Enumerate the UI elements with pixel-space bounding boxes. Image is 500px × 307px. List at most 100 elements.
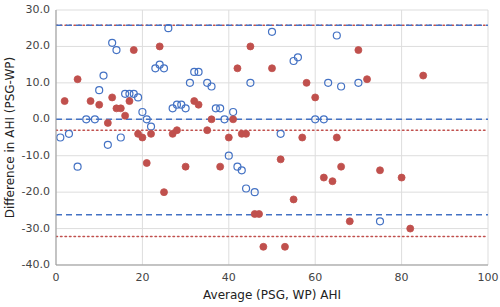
point xyxy=(74,76,81,83)
grid-line-y xyxy=(56,228,488,229)
point xyxy=(247,79,254,86)
point xyxy=(312,116,319,123)
plot-area xyxy=(56,25,488,251)
point xyxy=(230,116,237,123)
series xyxy=(57,25,384,225)
point xyxy=(173,127,180,134)
point xyxy=(333,134,340,141)
point xyxy=(260,243,267,250)
point xyxy=(143,160,150,167)
point xyxy=(161,65,168,72)
point xyxy=(355,47,362,54)
point xyxy=(312,94,319,101)
point xyxy=(182,163,189,170)
y-tick-label: -10.0 xyxy=(22,149,50,162)
reference-line xyxy=(56,25,488,27)
point xyxy=(148,130,155,137)
point xyxy=(195,101,202,108)
point xyxy=(143,116,150,123)
point xyxy=(221,116,228,123)
point xyxy=(135,94,142,101)
reference-line xyxy=(56,236,488,238)
point xyxy=(74,163,81,170)
grid-line-x xyxy=(401,10,402,265)
reference-line xyxy=(56,214,488,216)
y-axis-line xyxy=(56,10,57,265)
point xyxy=(407,225,414,232)
point xyxy=(377,167,384,174)
point xyxy=(225,134,232,141)
point xyxy=(230,109,237,116)
point xyxy=(87,98,94,105)
point xyxy=(165,25,172,32)
point xyxy=(208,83,215,90)
point xyxy=(269,65,276,72)
point xyxy=(156,43,163,50)
point xyxy=(398,174,405,181)
x-tick-label: 60 xyxy=(308,271,322,284)
point xyxy=(303,79,310,86)
y-tick-label: 20.0 xyxy=(26,39,51,52)
point xyxy=(320,116,327,123)
point xyxy=(243,130,250,137)
point xyxy=(117,105,124,112)
point xyxy=(333,32,340,39)
point xyxy=(329,178,336,185)
grid-line-x xyxy=(488,10,489,265)
point xyxy=(139,109,146,116)
point xyxy=(57,134,64,141)
point xyxy=(256,211,263,218)
point xyxy=(61,98,68,105)
point xyxy=(100,72,107,79)
point xyxy=(290,196,297,203)
grid-line-x xyxy=(315,10,316,265)
grid-line-y xyxy=(56,119,488,120)
tick-labels: -40.0-30.0-20.0-10.00.010.020.030.002040… xyxy=(22,3,499,284)
x-axis-line xyxy=(56,265,488,266)
point xyxy=(104,141,111,148)
point xyxy=(364,76,371,83)
x-tick-label: 20 xyxy=(135,271,149,284)
point xyxy=(195,68,202,75)
point xyxy=(234,65,241,72)
point xyxy=(126,98,133,105)
point xyxy=(320,174,327,181)
point xyxy=(247,43,254,50)
y-tick-label: 10.0 xyxy=(26,76,51,89)
grid-line-y xyxy=(56,265,488,266)
point xyxy=(117,134,124,141)
grid-line-y xyxy=(56,192,488,193)
series xyxy=(61,43,427,250)
point xyxy=(208,116,215,123)
grid-line-y xyxy=(56,10,488,11)
x-axis-label: Average (PSG, WP) AHI xyxy=(203,288,341,302)
point xyxy=(294,54,301,61)
point xyxy=(277,156,284,163)
point xyxy=(139,134,146,141)
point xyxy=(96,101,103,108)
point xyxy=(130,47,137,54)
x-tick-label: 0 xyxy=(53,271,60,284)
point xyxy=(182,105,189,112)
point xyxy=(355,79,362,86)
point xyxy=(65,130,72,137)
y-tick-label: -30.0 xyxy=(22,222,50,235)
point xyxy=(186,79,193,86)
point xyxy=(243,185,250,192)
point xyxy=(96,87,103,94)
y-axis-label: Difference in AHI (PSG-WP) xyxy=(3,57,17,218)
point xyxy=(325,79,332,86)
x-tick-label: 100 xyxy=(478,271,499,284)
point xyxy=(104,119,111,126)
point xyxy=(217,105,224,112)
point xyxy=(225,152,232,159)
point xyxy=(83,116,90,123)
point xyxy=(109,94,116,101)
y-tick-label: 30.0 xyxy=(26,3,51,16)
grid-line-x xyxy=(56,10,57,265)
grid-line-y xyxy=(56,155,488,156)
point xyxy=(377,218,384,225)
point xyxy=(251,189,258,196)
point xyxy=(346,218,353,225)
point xyxy=(122,112,129,119)
